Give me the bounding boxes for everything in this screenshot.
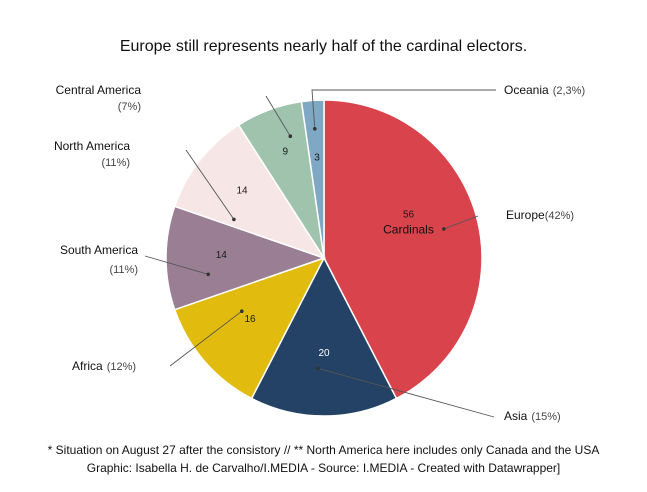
slice-annotation: Cardinals (383, 223, 434, 237)
leader-line (169, 310, 243, 367)
leader-line (185, 149, 235, 220)
category-label: Europe(42%) (506, 208, 574, 222)
category-label: Central America (56, 83, 142, 97)
slice-value: 9 (283, 146, 289, 157)
leader-line (265, 95, 291, 137)
category-percent: (11%) (101, 157, 130, 169)
leader-dot (240, 309, 244, 314)
source-credit: Graphic: Isabella H. de Carvalho/I.MEDIA… (86, 461, 561, 475)
category-percent: (7%) (118, 101, 141, 113)
leader-dot (313, 127, 317, 131)
leader-line (311, 89, 496, 129)
leader-dot (232, 217, 236, 222)
leader-dot (442, 227, 446, 231)
leader-dot (316, 366, 321, 371)
leader-dot (288, 134, 293, 138)
leader-dot (206, 272, 210, 277)
leader-line (144, 255, 209, 275)
slice-value: 14 (216, 250, 228, 261)
pie-slice-asia (250, 256, 398, 417)
slice-value: 14 (236, 186, 248, 197)
pie-slice-africa (173, 256, 326, 400)
category-percent: (11%) (109, 264, 138, 276)
category-label: Africa (12%) (72, 359, 136, 373)
chart-title: Europe still represents nearly half of t… (119, 38, 528, 55)
slice-value: 56 (403, 210, 415, 221)
slice-value: 20 (318, 348, 330, 359)
pie-slice-south-america (165, 205, 327, 311)
pie-slice-europe (323, 99, 483, 400)
category-label: North America (54, 139, 130, 153)
pie-slice-north-america (173, 124, 326, 260)
leader-lines (144, 89, 496, 418)
leader-line (318, 367, 495, 418)
slice-labels: 56 Cardinals Europe(42%) 20 Asia (15%) 16 Afric… (54, 83, 585, 423)
leader-line (443, 215, 479, 230)
category-label: Asia (15%) (504, 409, 561, 423)
slice-value: 16 (244, 314, 256, 325)
pie-slices (165, 99, 483, 417)
category-label: South America (60, 243, 138, 257)
slice-value: 3 (314, 152, 320, 163)
category-label: Oceania (2,3%) (504, 83, 585, 97)
footnote: * Situation on August 27 after the consi… (47, 443, 600, 457)
